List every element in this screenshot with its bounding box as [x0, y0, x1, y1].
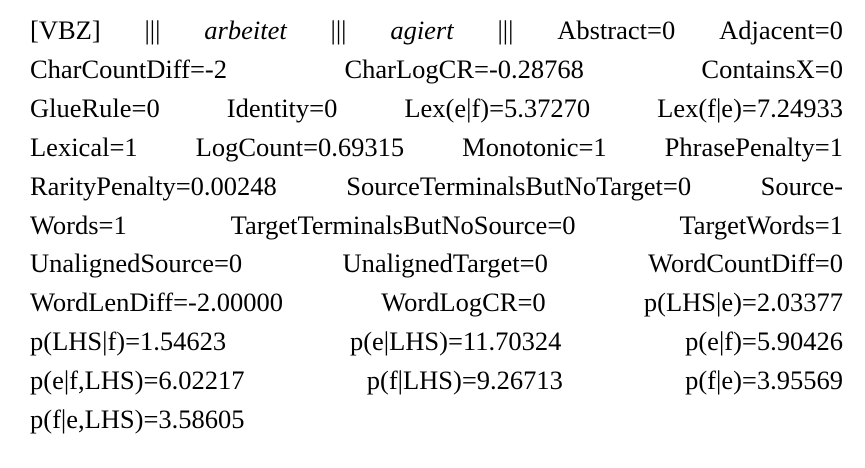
text-line-1: [VBZ] ||| arbeitet ||| agiert ||| Abstra… — [30, 12, 843, 48]
text-line-10: p(e|f,LHS)=6.02217 p(f|LHS)=9.26713 p(f|… — [30, 362, 843, 398]
text-line-2: CharCountDiff=-2 CharLogCR=-0.28768 Cont… — [30, 51, 843, 87]
feature-monotonic: Monotonic=1 — [462, 132, 607, 162]
feature-p-f-e-lhs: p(f|e,LHS)=3.58605 — [30, 404, 245, 434]
feature-targetterminalsbutnosource: TargetTerminalsButNoSource=0 — [230, 210, 576, 240]
text-line-4: Lexical=1 LogCount=0.69315 Monotonic=1 P… — [30, 129, 843, 165]
feature-targetwords: TargetWords=1 — [679, 210, 843, 240]
rule-label: [VBZ] — [30, 15, 101, 45]
feature-phrasepenalty: PhrasePenalty=1 — [664, 132, 843, 162]
text-line-3: GlueRule=0 Identity=0 Lex(e|f)=5.37270 L… — [30, 90, 843, 126]
feature-wordlendiff: WordLenDiff=-2.00000 — [30, 287, 283, 317]
feature-lex-e-f: Lex(e|f)=5.37270 — [404, 93, 591, 123]
target-word: agiert — [390, 15, 454, 45]
separator: ||| — [330, 15, 347, 45]
feature-p-e-f: p(e|f)=5.90426 — [685, 326, 843, 356]
feature-p-lhs-e: p(LHS|e)=2.03377 — [643, 287, 843, 317]
feature-containsx: ContainsX=0 — [701, 54, 843, 84]
feature-charcountdiff: CharCountDiff=-2 — [30, 54, 227, 84]
separator: ||| — [144, 15, 161, 45]
source-word: arbeitet — [204, 15, 287, 45]
text-line-7: UnalignedSource=0 UnalignedTarget=0 Word… — [30, 245, 843, 281]
feature-logcount: LogCount=0.69315 — [195, 132, 405, 162]
feature-sourcewords-part1: Source- — [760, 171, 843, 201]
feature-adjacent: Adjacent=0 — [719, 15, 843, 45]
feature-sourceterminalsbutnotarget: SourceTerminalsButNoTarget=0 — [346, 171, 692, 201]
feature-unalignedsource: UnalignedSource=0 — [30, 248, 243, 278]
feature-gluerule: GlueRule=0 — [30, 93, 160, 123]
feature-p-f-e: p(f|e)=3.95569 — [685, 365, 843, 395]
feature-abstract: Abstract=0 — [557, 15, 676, 45]
feature-unalignedtarget: UnalignedTarget=0 — [342, 248, 548, 278]
feature-identity: Identity=0 — [226, 93, 338, 123]
text-line-6: Words=1 TargetTerminalsButNoSource=0 Tar… — [30, 207, 843, 243]
feature-lexical: Lexical=1 — [30, 132, 138, 162]
text-line-5: RarityPenalty=0.00248 SourceTerminalsBut… — [30, 168, 843, 204]
feature-p-e-f-lhs: p(e|f,LHS)=6.02217 — [30, 365, 245, 395]
text-line-9: p(LHS|f)=1.54623 p(e|LHS)=11.70324 p(e|f… — [30, 323, 843, 359]
feature-wordcountdiff: WordCountDiff=0 — [648, 248, 843, 278]
feature-charlogcr: CharLogCR=-0.28768 — [344, 54, 584, 84]
separator: ||| — [497, 15, 514, 45]
feature-raritypenalty: RarityPenalty=0.00248 — [30, 171, 277, 201]
feature-p-lhs-f: p(LHS|f)=1.54623 — [30, 326, 227, 356]
feature-sourcewords-part2: Words=1 — [30, 210, 127, 240]
feature-p-e-lhs: p(e|LHS)=11.70324 — [349, 326, 562, 356]
text-line-8: WordLenDiff=-2.00000 WordLogCR=0 p(LHS|e… — [30, 284, 843, 320]
feature-wordlogcr: WordLogCR=0 — [381, 287, 546, 317]
feature-p-f-lhs: p(f|LHS)=9.26713 — [366, 365, 563, 395]
feature-lex-f-e: Lex(f|e)=7.24933 — [657, 93, 843, 123]
text-line-11: p(f|e,LHS)=3.58605 — [30, 401, 843, 437]
